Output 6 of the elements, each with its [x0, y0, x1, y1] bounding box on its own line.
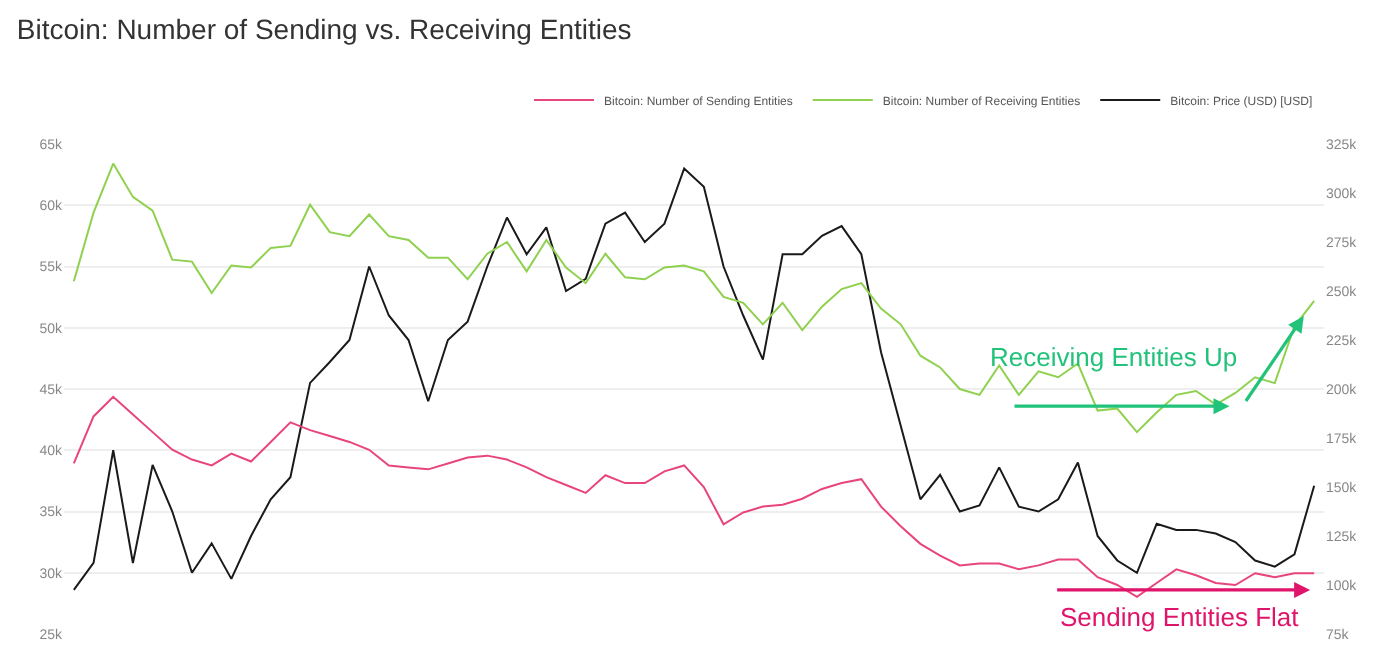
annotation: Sending Entities Flat: [1060, 602, 1300, 632]
line-series: [72, 162, 1316, 434]
chart-title: Bitcoin: Number of Sending vs. Receiving Entities: [16, 13, 632, 46]
annotation: Receiving Entities Up: [990, 342, 1238, 372]
line-series: [72, 395, 1316, 598]
line-series: [72, 167, 1316, 591]
